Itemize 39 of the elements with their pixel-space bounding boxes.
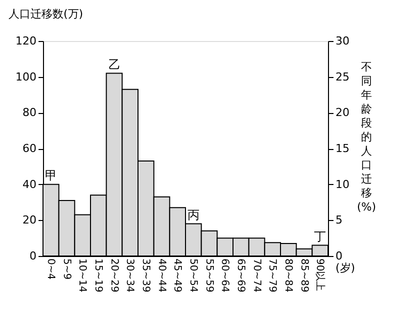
y-axis-title: 人口迁移数(万) (8, 8, 84, 20)
x-tick-label: 10~14 (76, 258, 88, 292)
text: 不同年龄段的人口迁移(%) (356, 60, 376, 214)
x-tick-label: 65~69 (234, 258, 246, 292)
x-tick-label: 15~19 (92, 258, 104, 292)
y2-tick-label: 20 (336, 106, 350, 120)
x-axis-title: (岁) (336, 262, 356, 274)
y-tick-label: 40 (22, 178, 36, 191)
x-tick-label: 30~34 (124, 258, 136, 292)
x-tick-label: 35~39 (140, 258, 151, 292)
annotation: 丁 (314, 229, 326, 244)
y-tick-label: 60 (22, 142, 36, 155)
y-tick-label: 120 (16, 34, 36, 48)
x-tick-label: 5~9 (60, 258, 72, 280)
x-tick-label: 55~59 (203, 258, 214, 292)
y2-tick-label: 30 (336, 34, 350, 48)
x-tick-label: 80~84 (282, 258, 294, 292)
y-tick-label: 100 (16, 70, 36, 84)
x-tick-label: 20~29 (108, 258, 120, 292)
x-tick-label: 75~79 (266, 258, 278, 292)
y2-tick-label: 15 (336, 142, 350, 155)
y-tick-label: 20 (22, 214, 36, 227)
x-tick-label: 60~64 (219, 258, 230, 292)
y2-tick-label: 25 (336, 70, 350, 84)
x-tick-label: 50~54 (187, 258, 198, 292)
x-tick-label: 70~74 (250, 258, 262, 292)
annotation: 乙 (108, 57, 120, 72)
y2-tick-label: 5 (336, 214, 342, 227)
x-tick-label: 40~44 (156, 258, 167, 292)
y-tick-label: 80 (22, 106, 36, 120)
x-tick-label: 45~49 (172, 258, 183, 292)
x-tick-label: 90以上 (314, 258, 326, 292)
y2-tick-label: 0 (336, 250, 342, 262)
x-tick-label: 85~89 (298, 258, 310, 292)
annotation: 丙 (187, 208, 200, 222)
annotation: 甲 (44, 168, 57, 182)
x-tick-label: 0~4 (44, 258, 56, 280)
y-tick-label: 0 (30, 250, 36, 262)
y2-tick-label: 10 (336, 178, 350, 191)
